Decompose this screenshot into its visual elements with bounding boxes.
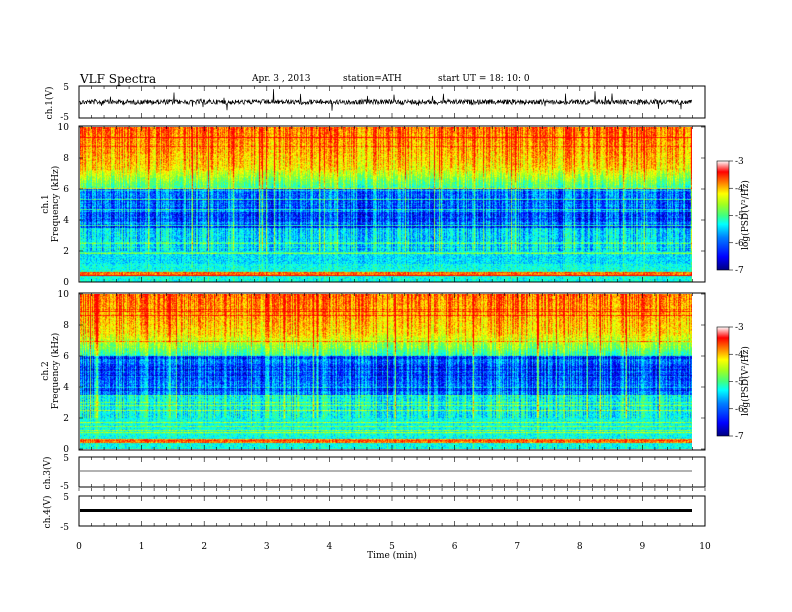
ch2-spectrogram-ylabel-freq: Frequency (kHz) [50, 333, 61, 410]
ch1-colorbar-label: log(PSD(V²/Hz) [740, 180, 751, 250]
freq-tick-label: 0 [63, 278, 69, 288]
ch3-ytick-top: 5 [63, 454, 69, 464]
freq-tick-label: 2 [63, 247, 69, 257]
ch1-spectrogram-ylabel-channel: ch.1 [41, 194, 51, 213]
x-tick-label: 2 [201, 542, 207, 552]
freq-tick-label: 8 [63, 154, 69, 164]
x-tick-label: 0 [76, 542, 82, 552]
start-time-label: start UT = 18: 10: 0 [438, 74, 530, 84]
waveform-traces [79, 89, 693, 512]
ch1-ytick-bottom: -5 [60, 113, 69, 123]
ch4-waveform-trace [80, 509, 692, 512]
ch1-colorbar [716, 160, 730, 271]
colorbar-tick-label: -6 [735, 405, 744, 415]
x-tick-label: 3 [264, 542, 270, 552]
freq-tick-label: 6 [63, 352, 69, 362]
station-label: station=ATH [343, 74, 402, 84]
ch4-ytick-bottom: -5 [60, 523, 69, 533]
x-tick-label: 5 [389, 542, 395, 552]
x-tick-label: 8 [577, 542, 583, 552]
colorbar-tick-label: -3 [735, 157, 744, 167]
x-tick-label: 4 [327, 542, 333, 552]
freq-tick-label: 10 [58, 123, 70, 133]
ch3-waveform-ylabel: ch.3(V) [42, 457, 53, 490]
freq-tick-label: 0 [63, 445, 69, 455]
freq-tick-label: 4 [63, 383, 69, 393]
ch1-ytick-top: 5 [63, 83, 69, 93]
freq-tick-label: 2 [63, 414, 69, 424]
plot-title: VLF Spectra [80, 72, 157, 86]
ch1-waveform-ylabel: ch.1(V) [44, 87, 55, 120]
x-tick-label: 9 [640, 542, 646, 552]
ch2-spectrogram-ylabel-channel: ch.2 [41, 361, 51, 380]
colorbar-tick-label: -3 [735, 323, 744, 333]
colorbar-tick-label: -4 [735, 350, 744, 360]
x-tick-label: 7 [514, 542, 520, 552]
colorbar-tick-label: -5 [735, 378, 744, 388]
freq-tick-label: 10 [58, 290, 70, 300]
freq-tick-label: 6 [63, 185, 69, 195]
colorbar-tick-label: -4 [735, 184, 744, 194]
colorbar-tick-label: -7 [735, 432, 744, 442]
x-axis-label: Time (min) [367, 550, 417, 561]
tick-marks [78, 86, 706, 526]
ch2-colorbar-label: log(PSD(V²/Hz) [740, 346, 751, 416]
x-tick-label: 1 [139, 542, 145, 552]
ch3-ytick-bottom: -5 [60, 482, 69, 492]
freq-tick-label: 4 [63, 216, 69, 226]
date-label: Apr. 3 , 2013 [252, 74, 311, 84]
ch2-spectrogram-image [80, 294, 692, 449]
colorbar-tick-label: -7 [735, 266, 744, 276]
x-tick-label: 10 [699, 542, 711, 552]
colorbar-tick-label: -6 [735, 239, 744, 249]
freq-tick-label: 8 [63, 321, 69, 331]
ch1-waveform-trace [79, 89, 693, 111]
colorbar-tick-label: -5 [735, 212, 744, 222]
ch4-ytick-top: 5 [63, 493, 69, 503]
ch1-spectrogram-image [80, 127, 692, 282]
x-tick-label: 6 [452, 542, 458, 552]
ch4-waveform-ylabel: ch.4(V) [42, 496, 53, 529]
ch2-colorbar [716, 326, 730, 437]
ch1-spectrogram-ylabel-freq: Frequency (kHz) [50, 166, 61, 243]
